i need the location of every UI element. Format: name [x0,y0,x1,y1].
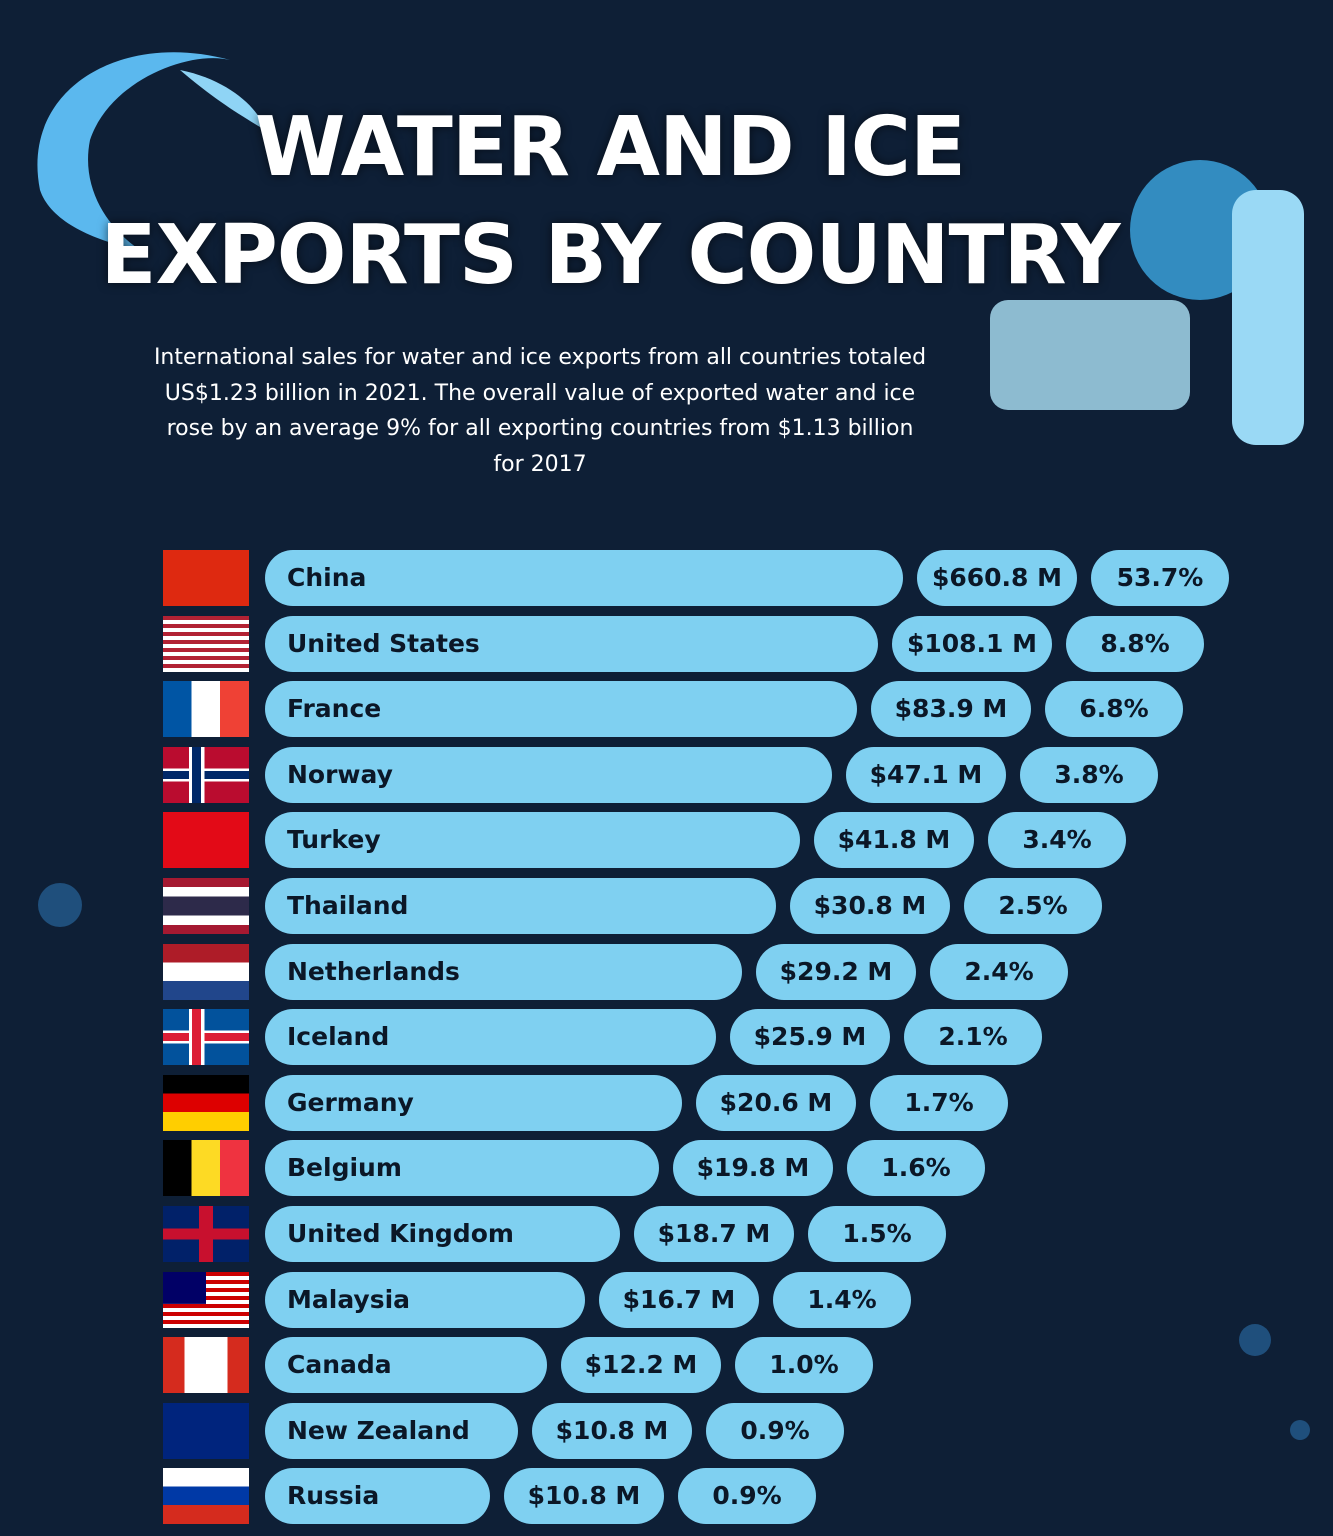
country-bar: Iceland [265,1009,716,1066]
value-pill: $18.7 M [634,1206,794,1262]
value-pill: $10.8 M [532,1402,692,1459]
share-pill: 1.7% [870,1074,1008,1131]
value-pill: $41.8 M [814,812,974,869]
flag [163,550,249,606]
flag [163,878,249,934]
flag [163,1074,249,1131]
country-bar: Malaysia [265,1271,585,1328]
flag [163,943,249,1000]
share-pill: 6.8% [1045,681,1183,738]
flag [163,1140,249,1197]
flag [163,1468,249,1525]
country-bar: Belgium [265,1140,659,1197]
flag [163,1271,249,1328]
bubble [1239,1324,1271,1356]
value-pill: $108.1 M [892,615,1052,672]
share-pill: 0.9% [678,1468,816,1525]
country-bar: United Kingdom [265,1206,620,1262]
title-line: WATER AND ICE [255,100,966,195]
share-pill: 53.7% [1091,550,1229,606]
flag [163,746,249,803]
flag [163,1402,249,1459]
value-pill: $29.2 M [756,943,916,1000]
bubble [38,883,82,927]
share-pill: 1.4% [773,1271,911,1328]
value-pill: $47.1 M [846,746,1006,803]
flag [163,1009,249,1066]
country-bar: Norway [265,746,832,803]
title-line: EXPORTS BY COUNTRY [100,208,1120,303]
value-pill: $660.8 M [917,550,1077,606]
country-bar: China [265,550,903,606]
value-pill: $10.8 M [504,1468,664,1525]
share-pill: 8.8% [1066,615,1204,672]
country-bar: France [265,681,857,738]
value-pill: $20.6 M [696,1074,856,1131]
bottle-icon [1232,190,1304,445]
wave-swirl [37,52,230,250]
country-bar: Germany [265,1074,682,1131]
share-pill: 1.6% [847,1140,985,1197]
country-bar: Canada [265,1337,547,1394]
value-pill: $19.8 M [673,1140,833,1197]
share-pill: 3.4% [988,812,1126,869]
wave-splash [180,70,265,130]
flag [163,1206,249,1262]
value-pill: $83.9 M [871,681,1031,738]
share-pill: 0.9% [706,1402,844,1459]
country-bar: Netherlands [265,943,742,1000]
subtitle: International sales for water and ice ex… [153,345,927,477]
country-bar: United States [265,615,878,672]
value-pill: $25.9 M [730,1009,890,1066]
share-pill: 1.0% [735,1337,873,1394]
bubble [1290,1420,1310,1440]
flag [163,681,249,738]
country-bar: Russia [265,1468,490,1525]
share-pill: 2.5% [964,878,1102,934]
country-bar: New Zealand [265,1402,518,1459]
value-pill: $12.2 M [561,1337,721,1394]
share-pill: 3.8% [1020,746,1158,803]
share-pill: 2.1% [904,1009,1042,1066]
flag [163,1337,249,1394]
flag [163,812,249,869]
value-pill: $16.7 M [599,1271,759,1328]
value-pill: $30.8 M [790,878,950,934]
country-bar: Turkey [265,812,800,869]
share-pill: 2.4% [930,943,1068,1000]
country-bar: Thailand [265,878,776,934]
share-pill: 1.5% [808,1206,946,1262]
ice-icon [990,300,1190,410]
flag [163,615,249,672]
